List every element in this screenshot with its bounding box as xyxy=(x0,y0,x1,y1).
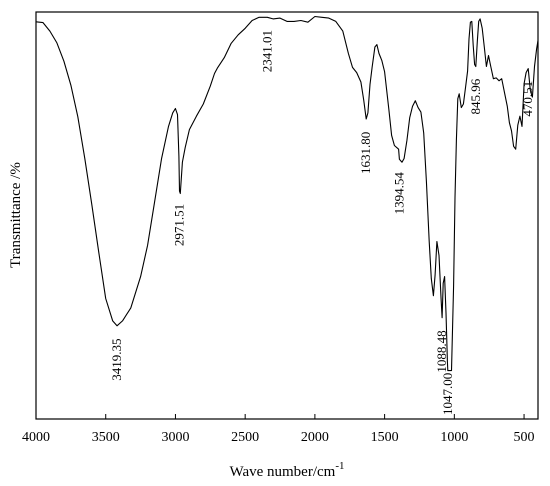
x-tick-label-1500: 1500 xyxy=(371,430,399,445)
y-axis-title: Transmittance /% xyxy=(8,162,24,268)
peak-label-845.96: 845.96 xyxy=(468,78,483,114)
x-tick-label-1000: 1000 xyxy=(440,430,468,445)
x-tick-label-2000: 2000 xyxy=(301,430,329,445)
x-tick-label-2500: 2500 xyxy=(231,430,259,445)
x-axis-title: Wave number/cm-1 xyxy=(229,460,344,480)
x-axis-title-text: Wave number/cm xyxy=(229,464,335,480)
peak-label-1047.00: 1047.00 xyxy=(440,373,455,415)
peak-label-1394.54: 1394.54 xyxy=(391,172,406,215)
peak-label-470.51: 470.51 xyxy=(520,81,535,117)
x-axis-tick-labels: 4000 3500 3000 2500 2000 1500 1000 500 xyxy=(22,430,535,445)
spectrum-line xyxy=(35,15,539,372)
plot-frame xyxy=(35,11,539,420)
peak-label-3419.35: 3419.35 xyxy=(109,339,124,381)
peak-labels: 3419.35 2971.51 2341.01 1631.80 1394.54 1088.… xyxy=(109,30,535,415)
peak-label-1631.80: 1631.80 xyxy=(358,132,373,174)
x-tick-label-500: 500 xyxy=(514,430,535,445)
x-axis-title-superscript: -1 xyxy=(335,460,344,472)
x-tick-label-3500: 3500 xyxy=(92,430,120,445)
x-tick-label-3000: 3000 xyxy=(161,430,189,445)
peak-label-1088.48: 1088.48 xyxy=(434,330,449,372)
peak-label-2971.51: 2971.51 xyxy=(171,204,186,246)
x-axis-ticks xyxy=(35,414,525,419)
x-tick-label-4000: 4000 xyxy=(22,430,50,445)
peak-label-2341.01: 2341.01 xyxy=(259,30,274,72)
